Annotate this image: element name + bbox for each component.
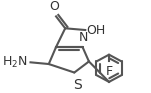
Text: N: N — [79, 31, 88, 44]
Text: H$_2$N: H$_2$N — [2, 55, 28, 70]
Text: O: O — [49, 0, 59, 13]
Text: F: F — [105, 65, 113, 78]
Text: S: S — [73, 78, 81, 92]
Text: OH: OH — [86, 24, 105, 37]
